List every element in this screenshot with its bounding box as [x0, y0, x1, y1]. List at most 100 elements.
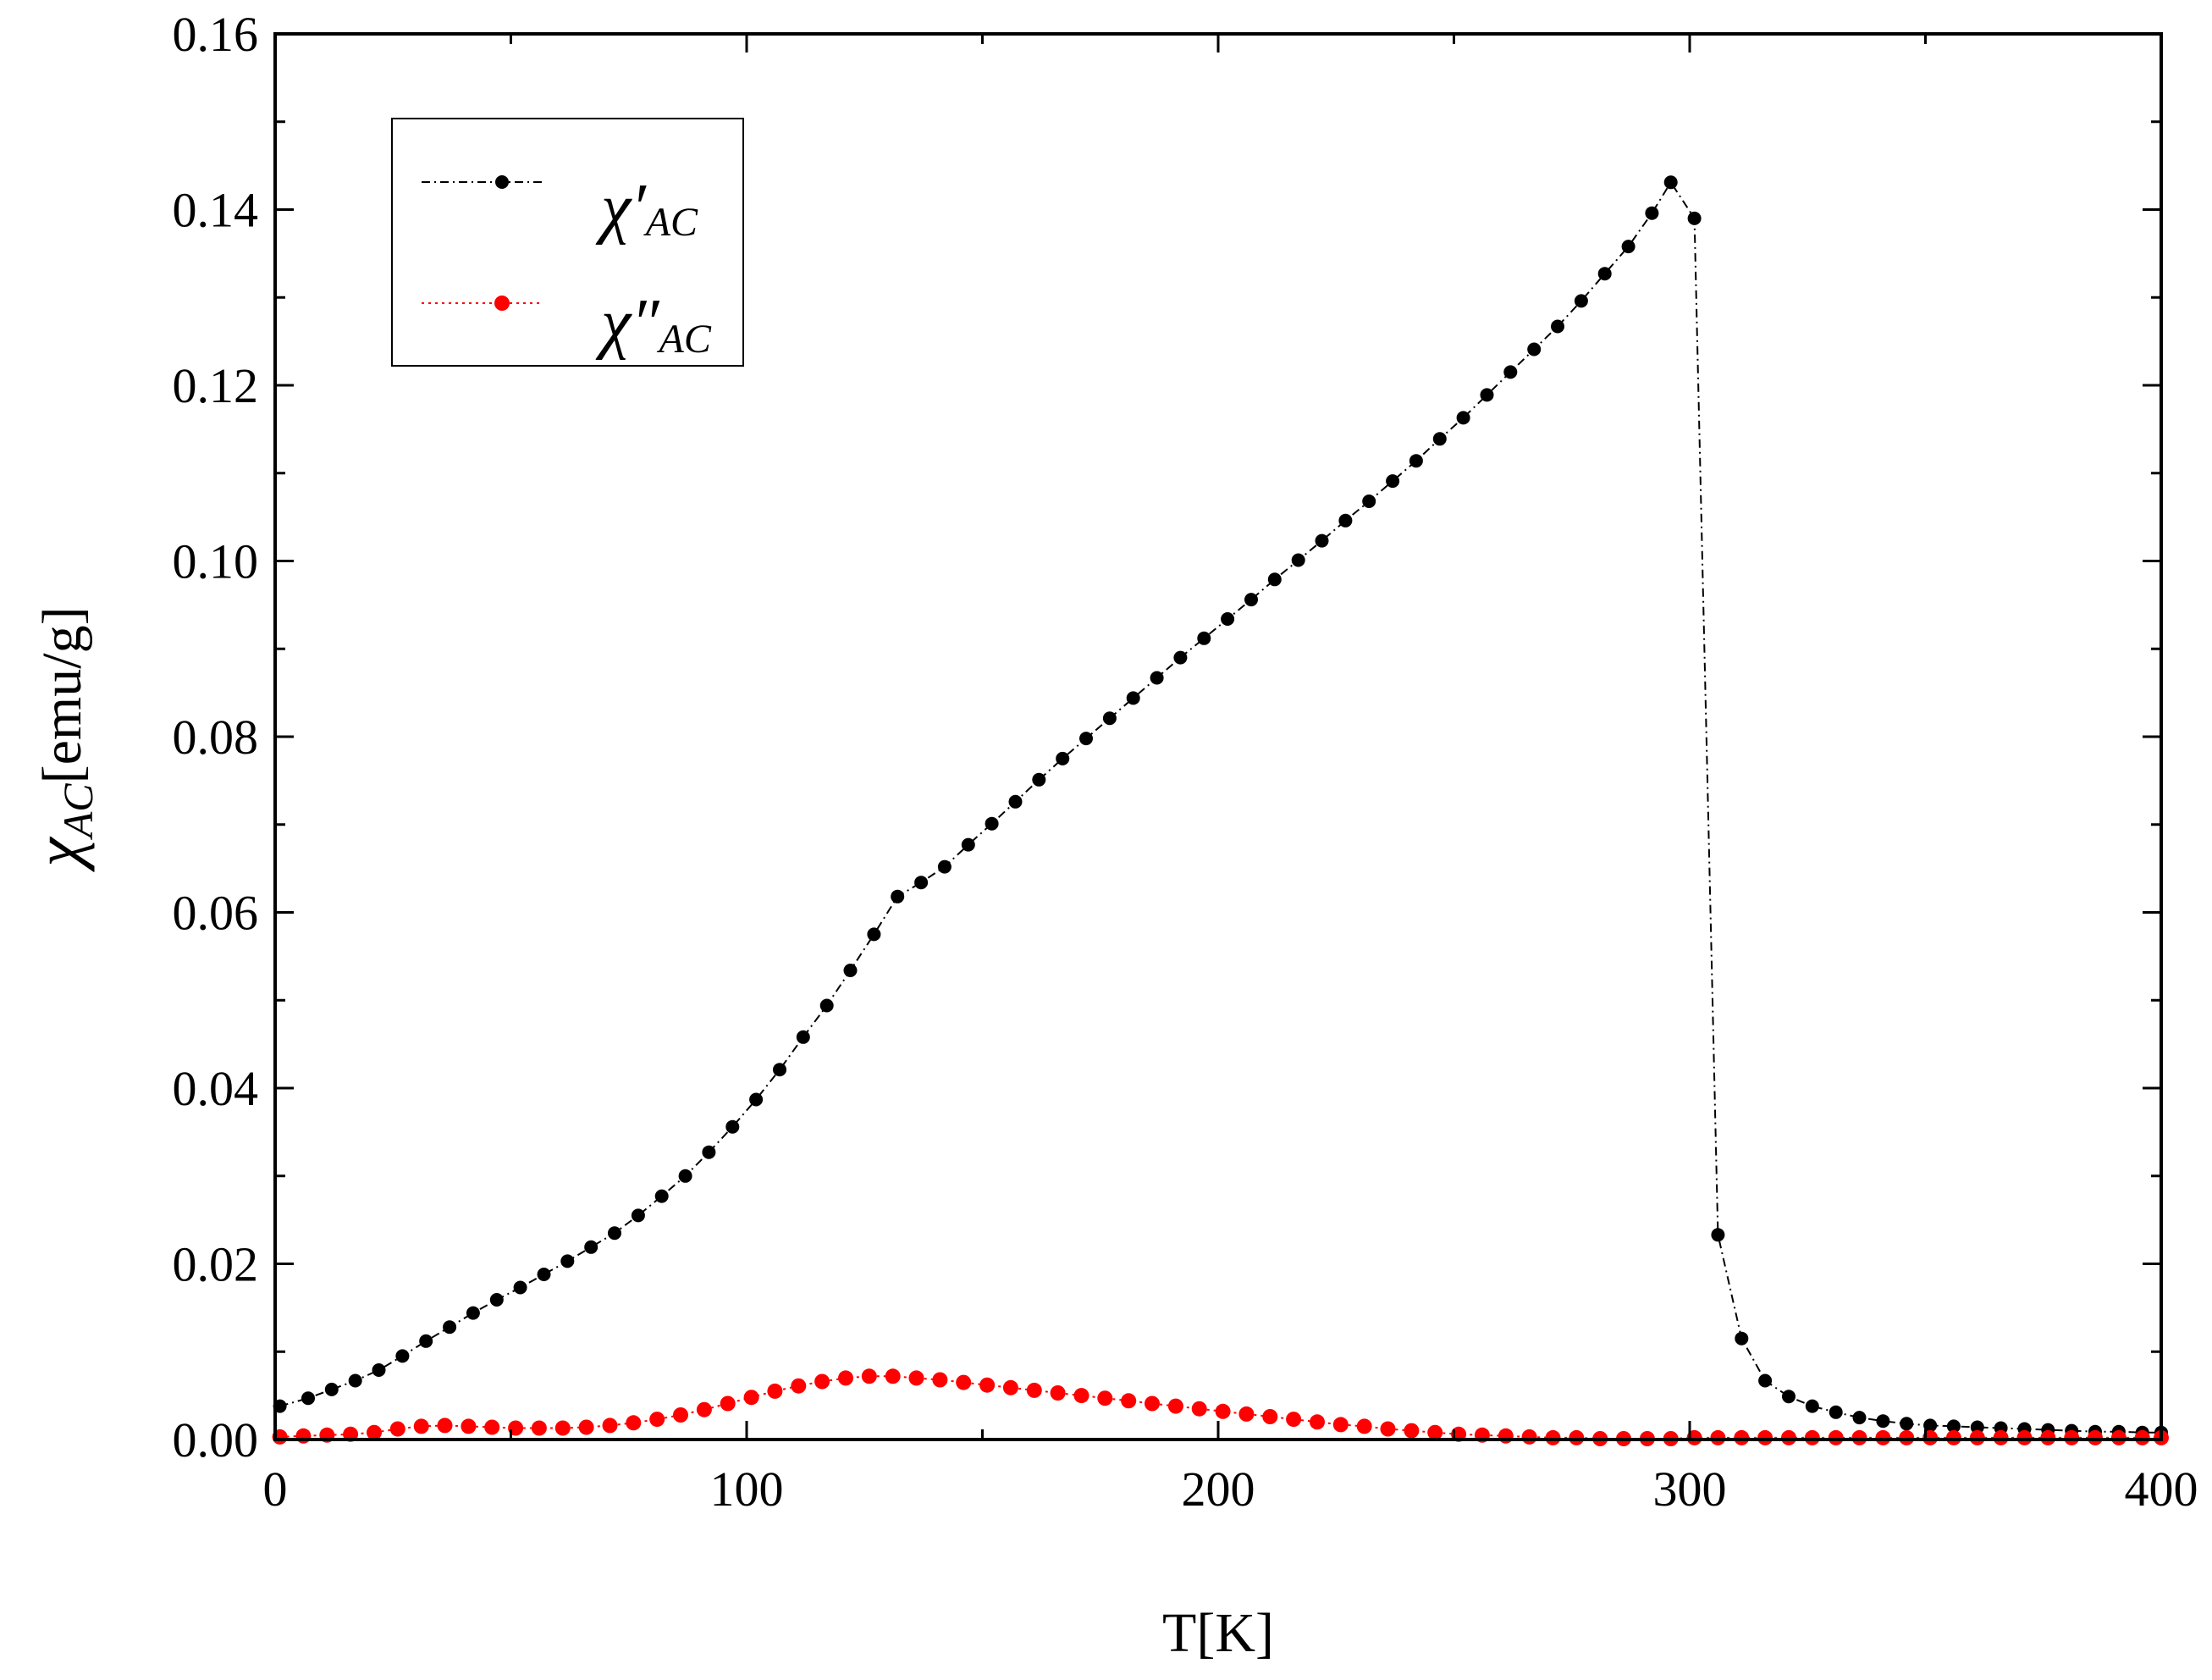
- data-point-chi-double-prime-77: [2088, 1429, 2103, 1445]
- data-point-chi-double-prime-34: [1073, 1388, 1089, 1404]
- legend-label-chi-prime: χ′AC: [595, 171, 698, 246]
- data-point-chi-prime-10: [513, 1280, 527, 1295]
- data-point-chi-double-prime-52: [1498, 1428, 1514, 1444]
- x-tick-label-2: 200: [1182, 1462, 1255, 1517]
- data-point-chi-prime-54: [1551, 319, 1564, 334]
- data-point-chi-prime-67: [1852, 1411, 1867, 1425]
- data-point-chi-double-prime-25: [861, 1368, 877, 1384]
- data-point-chi-prime-6: [419, 1334, 433, 1348]
- data-point-chi-prime-70: [1923, 1418, 1938, 1433]
- legend-sub-chi-double-prime: AC: [657, 317, 712, 362]
- data-point-chi-prime-29: [961, 837, 975, 852]
- data-point-chi-prime-31: [1008, 794, 1023, 809]
- data-point-chi-double-prime-43: [1286, 1412, 1302, 1428]
- legend-symbol-chi-prime: χ: [595, 171, 632, 246]
- x-tick-label-4: 400: [2125, 1462, 2198, 1517]
- data-point-chi-prime-16: [654, 1189, 669, 1203]
- data-point-chi-prime-40: [1221, 612, 1235, 626]
- data-point-chi-prime-37: [1150, 671, 1164, 685]
- data-point-chi-double-prime-78: [2110, 1429, 2126, 1445]
- data-point-chi-double-prime-26: [885, 1368, 901, 1384]
- data-point-chi-prime-7: [443, 1320, 457, 1335]
- data-point-chi-prime-20: [749, 1092, 764, 1107]
- y-tick-label-2: 0.04: [173, 1061, 259, 1116]
- data-point-chi-prime-51: [1480, 388, 1494, 402]
- y-axis-symbol: χ: [21, 837, 95, 873]
- data-point-chi-prime-35: [1102, 711, 1117, 726]
- data-point-chi-double-prime-48: [1404, 1423, 1420, 1439]
- data-point-chi-prime-59: [1663, 175, 1678, 190]
- data-point-chi-prime-50: [1456, 411, 1470, 425]
- data-point-chi-prime-38: [1173, 650, 1188, 665]
- data-point-chi-prime-56: [1597, 267, 1612, 281]
- data-point-chi-double-prime-40: [1215, 1403, 1231, 1419]
- data-point-chi-prime-71: [1946, 1419, 1961, 1434]
- data-point-chi-prime-28: [937, 859, 952, 874]
- data-point-chi-double-prime-11: [531, 1420, 547, 1436]
- data-point-chi-prime-55: [1574, 294, 1588, 308]
- data-point-chi-double-prime-72: [1969, 1429, 1985, 1445]
- data-point-chi-double-prime-19: [720, 1395, 736, 1412]
- data-point-chi-prime-69: [1900, 1417, 1914, 1431]
- data-point-chi-double-prime-30: [979, 1377, 996, 1393]
- data-point-chi-double-prime-79: [2134, 1429, 2150, 1445]
- data-point-chi-double-prime-28: [932, 1372, 948, 1388]
- data-point-chi-prime-27: [914, 876, 929, 890]
- legend-label-chi-double-prime: χ″AC: [595, 286, 712, 362]
- data-point-chi-double-prime-27: [908, 1370, 924, 1386]
- data-point-chi-double-prime-49: [1427, 1424, 1443, 1440]
- data-point-chi-double-prime-4: [367, 1424, 382, 1440]
- data-point-chi-double-prime-45: [1332, 1417, 1349, 1433]
- data-point-chi-prime-33: [1056, 751, 1070, 765]
- data-point-chi-prime-15: [631, 1208, 645, 1223]
- data-point-chi-prime-23: [819, 998, 834, 1013]
- data-point-chi-double-prime-12: [554, 1420, 571, 1436]
- data-point-chi-prime-14: [608, 1226, 621, 1241]
- data-point-chi-double-prime-62: [1734, 1429, 1750, 1445]
- data-point-chi-prime-9: [489, 1293, 504, 1307]
- data-point-chi-prime-64: [1782, 1390, 1796, 1404]
- y-tick-label-7: 0.14: [173, 183, 259, 238]
- data-point-chi-double-prime-37: [1145, 1395, 1160, 1412]
- y-tick-label-5: 0.10: [173, 534, 259, 589]
- data-point-chi-prime-63: [1758, 1373, 1773, 1388]
- y-axis-subscript: AC: [54, 783, 102, 841]
- data-point-chi-double-prime-7: [437, 1418, 453, 1434]
- data-point-chi-prime-46: [1362, 495, 1376, 508]
- data-point-chi-double-prime-22: [791, 1378, 807, 1394]
- data-point-chi-prime-44: [1315, 533, 1329, 548]
- data-point-chi-prime-8: [466, 1306, 480, 1320]
- legend-symbol-chi-double-prime: χ: [595, 286, 632, 361]
- data-point-chi-double-prime-35: [1097, 1390, 1113, 1406]
- data-point-chi-double-prime-5: [389, 1421, 405, 1437]
- data-point-chi-double-prime-23: [814, 1373, 830, 1390]
- data-point-chi-double-prime-47: [1380, 1421, 1396, 1437]
- data-point-chi-prime-1: [301, 1391, 315, 1406]
- data-point-chi-prime-43: [1291, 553, 1305, 567]
- data-point-chi-prime-45: [1338, 513, 1353, 528]
- data-point-chi-double-prime-13: [578, 1419, 594, 1435]
- x-tick-label-1: 100: [710, 1462, 784, 1517]
- y-tick-label-1: 0.02: [173, 1237, 259, 1292]
- y-tick-label-3: 0.06: [173, 886, 259, 941]
- legend-marker-chi-prime: [495, 175, 509, 189]
- y-tick-label-4: 0.08: [173, 710, 259, 765]
- data-point-chi-double-prime-24: [838, 1370, 853, 1386]
- data-point-chi-double-prime-38: [1167, 1398, 1183, 1414]
- data-point-chi-prime-62: [1735, 1331, 1749, 1346]
- data-point-chi-double-prime-76: [2064, 1429, 2080, 1445]
- data-point-chi-prime-2: [324, 1382, 339, 1396]
- data-point-chi-prime-30: [985, 816, 999, 831]
- data-point-chi-prime-39: [1197, 631, 1211, 645]
- x-tick-label-0: 0: [263, 1462, 288, 1517]
- legend-sub-chi-prime: AC: [643, 200, 698, 245]
- data-point-chi-double-prime-18: [696, 1401, 712, 1418]
- data-point-chi-double-prime-21: [767, 1383, 783, 1399]
- data-point-chi-double-prime-71: [1945, 1429, 1961, 1445]
- legend-box: [391, 118, 744, 367]
- data-point-chi-double-prime-54: [1545, 1429, 1561, 1445]
- y-tick-label-0: 0.00: [173, 1412, 259, 1467]
- data-point-chi-double-prime-17: [673, 1407, 688, 1423]
- data-point-chi-double-prime-55: [1569, 1429, 1585, 1445]
